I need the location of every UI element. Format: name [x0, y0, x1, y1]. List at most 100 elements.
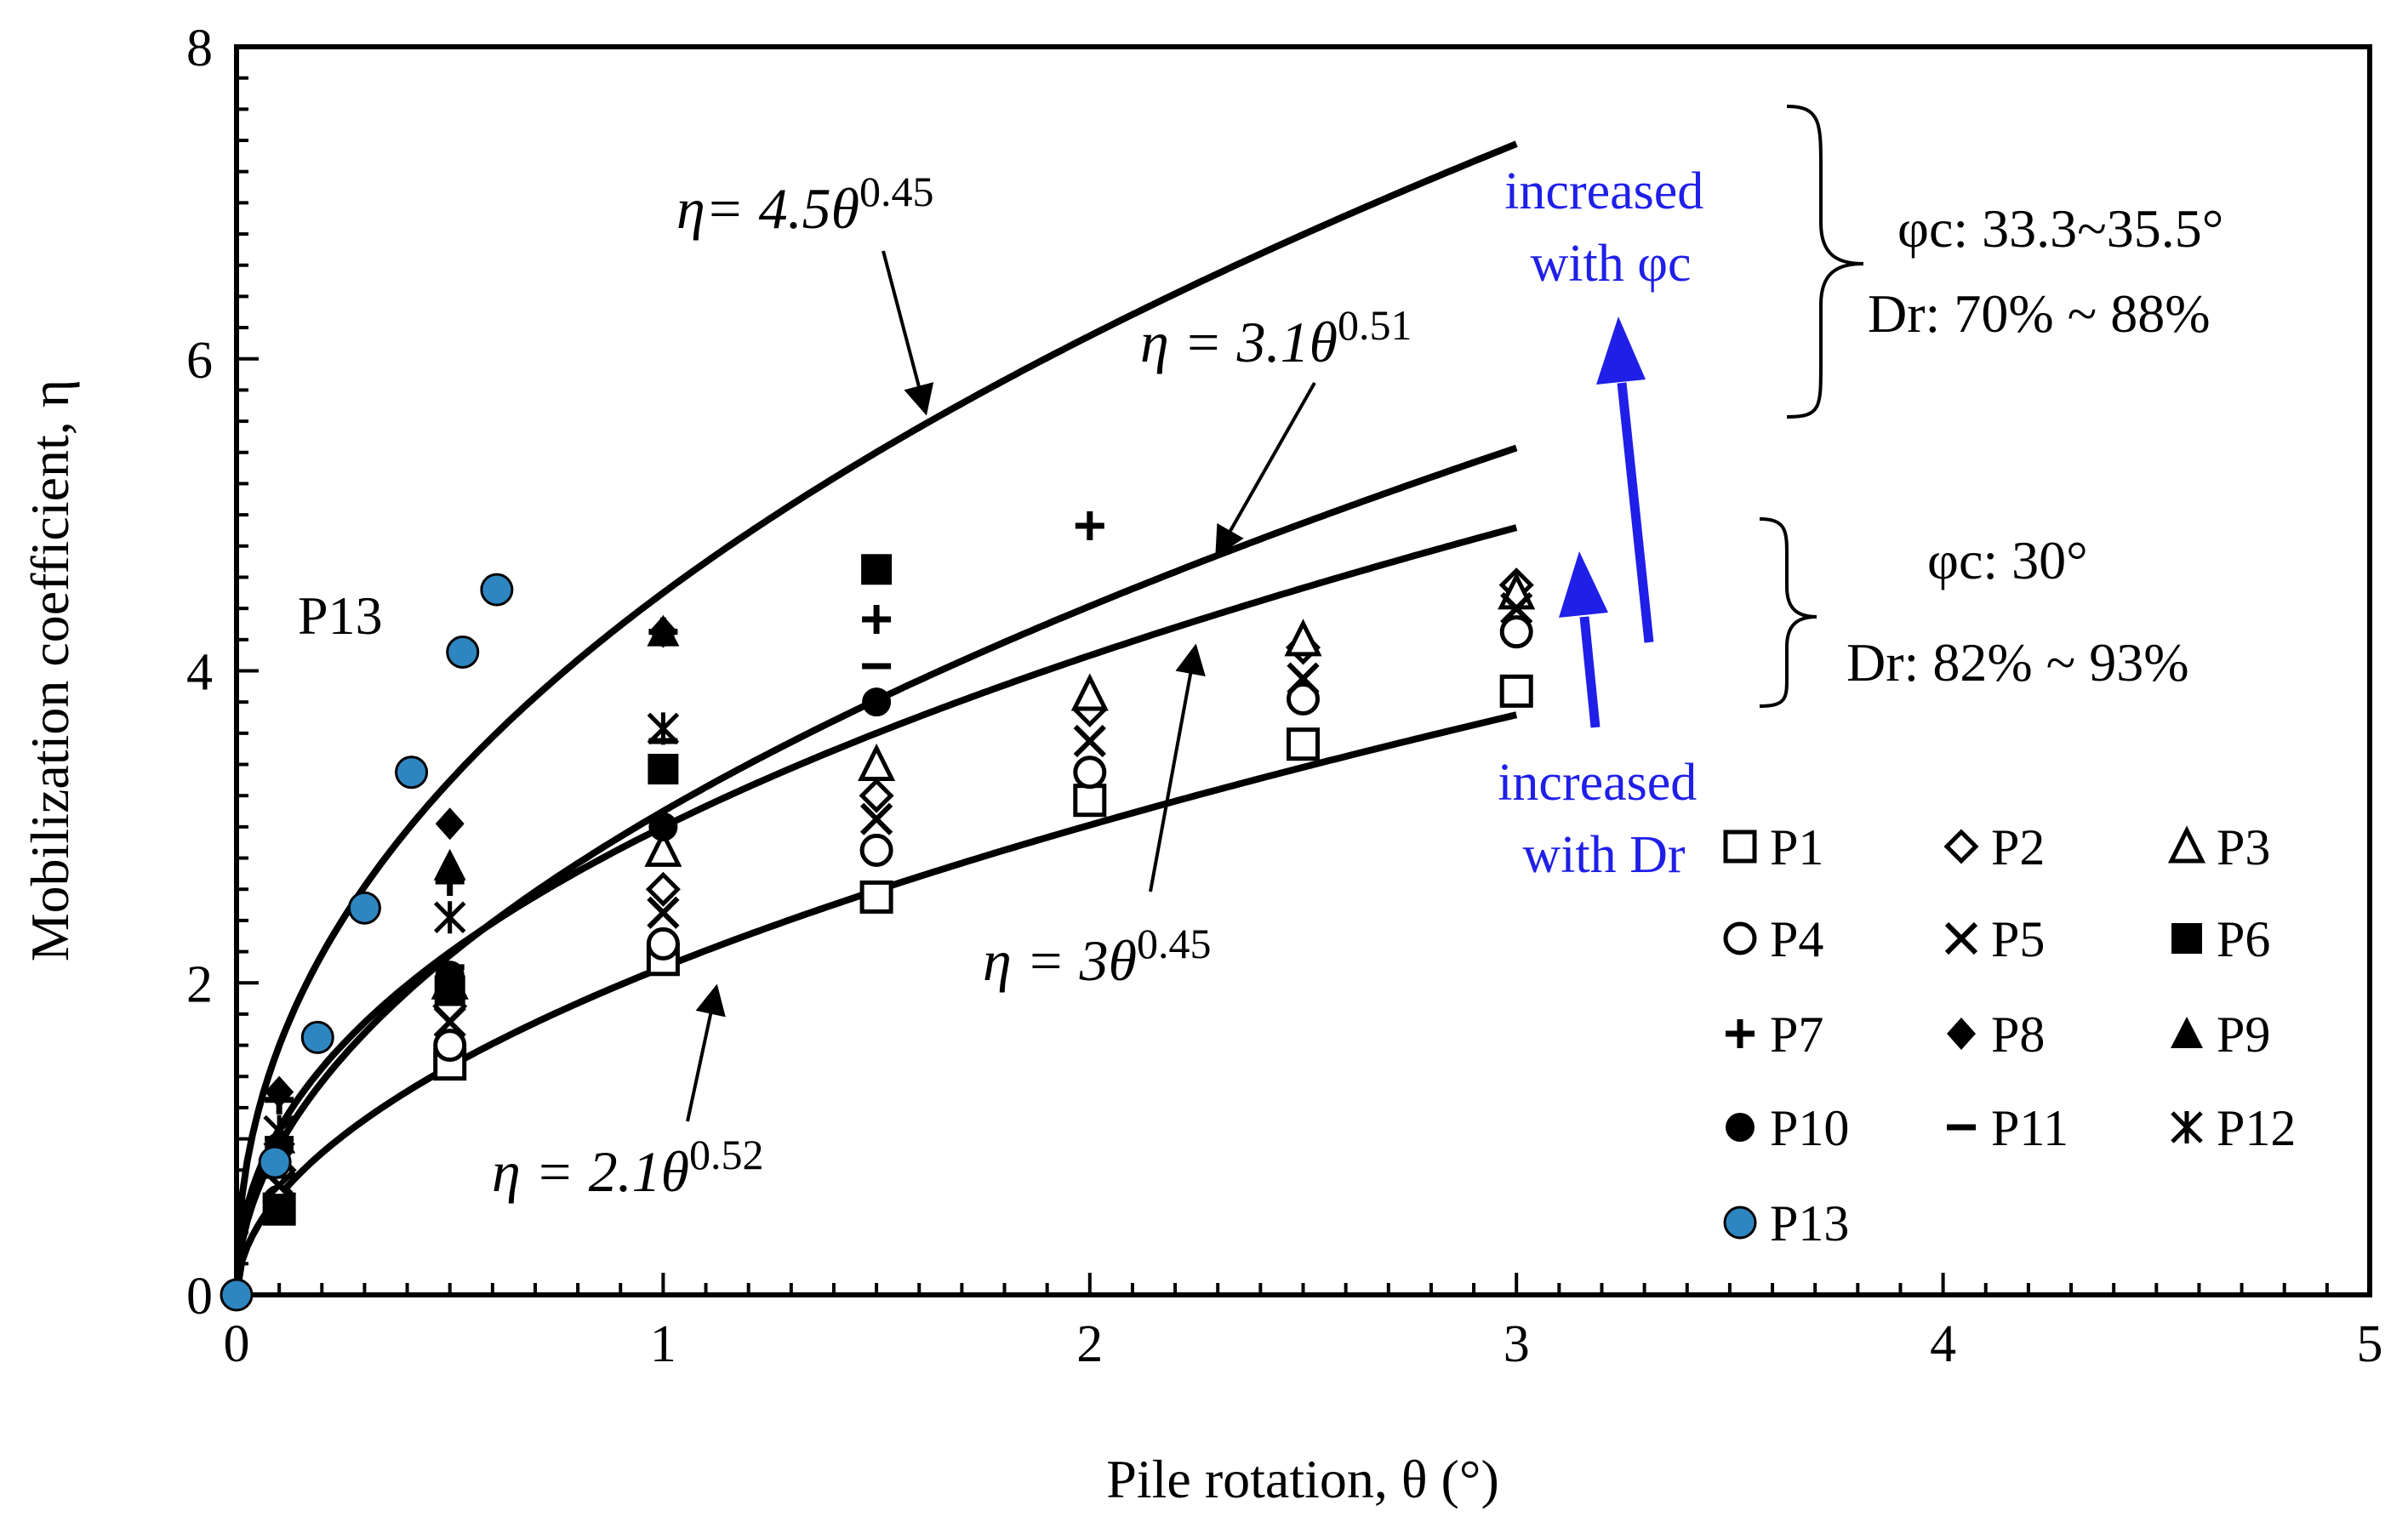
marker-p8: [435, 807, 465, 841]
marker-p3: [858, 743, 896, 782]
legend-marker-p2: [1943, 829, 1979, 864]
x-tick-label: 2: [1076, 1315, 1103, 1373]
marker-p12: [647, 712, 680, 745]
legend-label-p2: P2: [1991, 819, 2045, 875]
marker-p13: [300, 1020, 334, 1054]
legend-label-p6: P6: [2217, 911, 2270, 967]
legend-marker-p3: [2167, 825, 2206, 864]
marker-p8: [265, 1075, 294, 1109]
legend-marker-p8: [1947, 1018, 1976, 1050]
marker-p4: [1287, 682, 1320, 716]
note-dr-range-1: Dr: 70% ~ 88%: [1868, 283, 2211, 344]
y-axis-title: Mobilization coefficient, η: [20, 379, 80, 962]
x-tick-label: 5: [2357, 1315, 2383, 1373]
legend-marker-p13: [1723, 1206, 1757, 1240]
marker-p10: [862, 687, 892, 717]
marker-p1: [1499, 674, 1533, 708]
marker-p1: [1073, 784, 1107, 818]
legend-marker-p6: [2171, 923, 2202, 954]
marker-p13: [480, 573, 514, 607]
marker-p9: [433, 848, 466, 881]
axis-ticks: [235, 45, 2371, 1297]
legend-label-p5: P5: [1991, 911, 2045, 967]
marker-p5: [859, 802, 893, 835]
y-tick-label: 8: [186, 20, 213, 77]
axis-tick-labels: 0 1 2 3 4 5 0 2 4 6 8: [186, 20, 2383, 1373]
marker-p13: [395, 755, 429, 790]
marker-p5: [433, 1005, 466, 1039]
fit-curve-1: [233, 140, 1518, 1296]
marker-p6: [264, 1194, 295, 1225]
data-markers: [220, 510, 1536, 1312]
marker-p3: [1070, 673, 1109, 711]
note-increased-dr: increased with Dr: [1498, 754, 1710, 884]
legend-marker-p12: [2171, 1111, 2203, 1143]
legend-label-p9: P9: [2217, 1006, 2270, 1063]
equation-label-1: η= 4.5θ0.45: [676, 168, 934, 241]
marker-p5: [647, 896, 680, 929]
marker-p5: [1287, 662, 1320, 695]
legend-label-p7: P7: [1770, 1006, 1823, 1063]
marker-p3: [644, 829, 682, 867]
note-increased-phi: increased with φc: [1504, 162, 1717, 293]
marker-p4: [433, 1029, 467, 1063]
equation-label-2: η = 3.1θ0.51: [1140, 301, 1412, 374]
marker-p7: [1075, 510, 1104, 540]
legend-label-p10: P10: [1770, 1100, 1849, 1156]
marker-p2: [645, 871, 681, 907]
blue-arrow-dr-head: [1559, 551, 1608, 618]
marker-p4: [1073, 755, 1107, 790]
brace-lower: [1759, 517, 1817, 708]
legend-marker-p7: [1726, 1019, 1755, 1048]
legend-label-p11: P11: [1991, 1100, 2068, 1156]
legend-marker-p4: [1723, 921, 1757, 955]
pointer-arrow-3: [1149, 643, 1206, 892]
equation-label-4: η = 2.1θ0.52: [492, 1131, 764, 1204]
y-tick-label: 6: [186, 332, 213, 390]
legend-marker-p5: [1944, 921, 1978, 955]
marker-p4: [1499, 615, 1533, 649]
marker-p10: [648, 812, 678, 841]
legend-label-p1: P1: [1770, 819, 1823, 875]
marker-p5: [1073, 724, 1106, 758]
equation-label-3: η = 3θ0.45: [983, 920, 1212, 993]
blue-arrows: [1559, 316, 1654, 728]
y-tick-label: 0: [186, 1268, 213, 1326]
fit-curve-3: [233, 524, 1518, 1296]
marker-p3: [1284, 619, 1322, 657]
brace-upper: [1786, 105, 1864, 419]
legend-marker-p10: [1726, 1113, 1755, 1142]
marker-p5: [1500, 592, 1533, 625]
marker-p2: [859, 778, 894, 813]
legend-label-p12: P12: [2217, 1100, 2296, 1156]
x-tick-label: 3: [1504, 1315, 1530, 1373]
marker-p13: [258, 1145, 292, 1179]
marker-p6: [648, 754, 679, 785]
pointer-arrow-4: [686, 984, 726, 1122]
pointer-arrow-1: [882, 250, 934, 416]
note-dr-range-2: Dr: 82% ~ 93%: [1846, 632, 2189, 693]
x-tick-label: 4: [1930, 1315, 1956, 1373]
marker-p4: [646, 926, 680, 961]
marker-p9: [647, 614, 680, 647]
marker-p1: [1287, 727, 1320, 761]
legend-label-p13: P13: [1770, 1195, 1849, 1251]
blue-arrow-phi-head: [1596, 316, 1646, 385]
x-tick-label: 0: [224, 1315, 250, 1373]
y-tick-label: 4: [186, 644, 213, 702]
y-tick-label: 2: [186, 955, 213, 1013]
legend: P1 P2 P3 P4 P5 P6 P7 P8 P9 P10 P11 P12 P13: [1723, 819, 2296, 1251]
marker-p6: [861, 554, 893, 585]
marker-p7: [862, 604, 892, 634]
marker-p13: [347, 891, 381, 925]
marker-p1: [859, 880, 893, 914]
legend-label-p3: P3: [2217, 819, 2270, 875]
blue-arrow-phi: [1617, 382, 1654, 643]
p13-label: P13: [298, 585, 383, 646]
x-axis-title: Pile rotation, θ (°): [1106, 1449, 1499, 1509]
marker-p13: [220, 1278, 254, 1312]
x-tick-label: 1: [650, 1315, 676, 1373]
legend-marker-p1: [1723, 830, 1757, 864]
marker-p13: [446, 635, 480, 669]
